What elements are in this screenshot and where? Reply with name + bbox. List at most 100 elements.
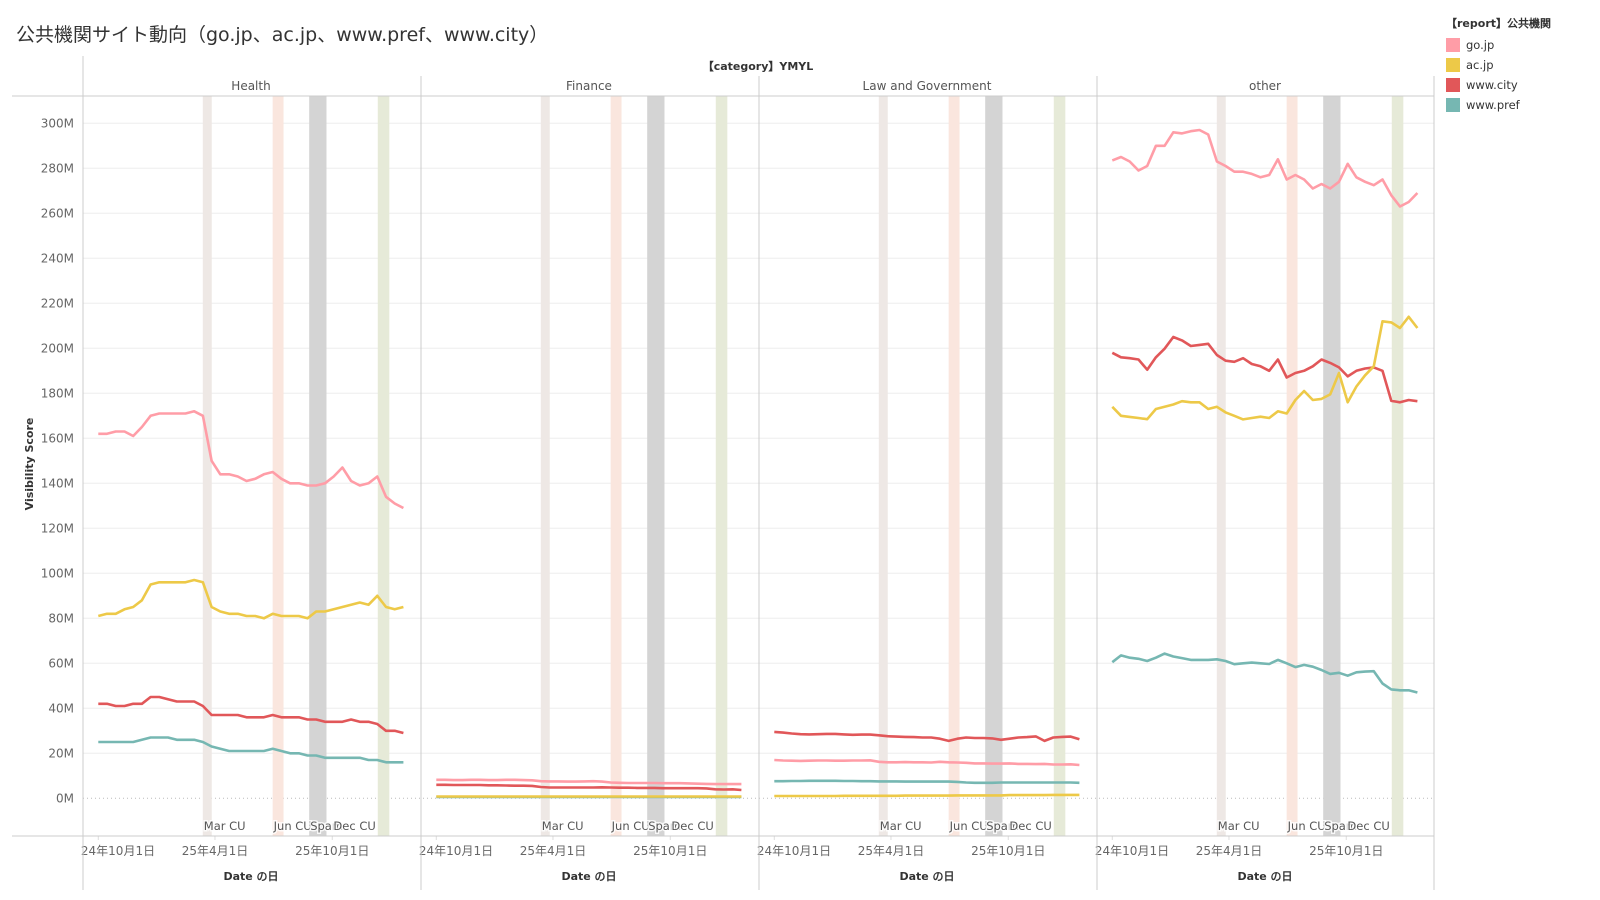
page-title: 公共機関サイト動向（go.jp、ac.jp、www.pref、www.city） [16, 24, 549, 46]
series-line-go-jp [98, 409, 404, 510]
series-line-go-jp [1111, 128, 1419, 208]
annotation-label: Jun CU [949, 819, 988, 833]
x-axis-title: Date の日 [561, 870, 616, 883]
annotation-band [985, 96, 1003, 836]
annotation-band [202, 96, 212, 836]
annotation-label: Dec CU [333, 819, 375, 833]
series-line-www-city [436, 783, 742, 792]
series-line-go-jp [774, 758, 1080, 767]
series-line-go-jp [436, 778, 742, 786]
series-line-www-pref [774, 779, 1080, 785]
legend-swatch [1446, 78, 1460, 92]
y-tick-label: 20M [48, 746, 74, 760]
annotation-band [878, 96, 888, 836]
annotation-label: Spam [310, 819, 343, 833]
legend-item-go-jp[interactable]: go.jp [1446, 35, 1551, 55]
annotation-label: Spam [986, 819, 1019, 833]
legend-label: go.jp [1466, 38, 1495, 52]
annotation-label: Spam [1324, 819, 1357, 833]
annotation-label: Dec CU [671, 819, 713, 833]
chart-area: 0M 20M 40M 60M 80M 100M 120M 140M 160M 180M 200M 22… [12, 56, 1435, 890]
y-tick-label: 120M [41, 521, 74, 535]
x-tick-label: 25年4月1日 [182, 844, 249, 858]
annotation-band [1053, 96, 1066, 836]
legend-swatch [1446, 58, 1460, 72]
panel-header-finance: Finance [566, 79, 612, 93]
y-axis-title: Visibility Score [23, 418, 36, 511]
x-tick-label: 25年10月1日 [971, 844, 1045, 858]
x-tick-label: 24年10月1日 [81, 844, 155, 858]
annotation-label: Mar CU [204, 819, 246, 833]
x-tick-label: 25年10月1日 [1309, 844, 1383, 858]
x-tick-label: 25年4月1日 [1196, 844, 1263, 858]
y-tick-label: 140M [41, 476, 74, 490]
annotation-band [1391, 96, 1404, 836]
legend-swatch [1446, 98, 1460, 112]
y-tick-label: 300M [41, 116, 74, 130]
y-tick-label: 280M [41, 161, 74, 175]
y-tick-label: 40M [48, 701, 74, 715]
annotation-band [715, 96, 728, 836]
series-line-ac-jp [1111, 315, 1419, 421]
y-tick-label: 60M [48, 656, 74, 670]
y-tick-label: 80M [48, 611, 74, 625]
annotation-label: Dec CU [1347, 819, 1389, 833]
annotation-band [1216, 96, 1226, 836]
x-tick-label: 25年10月1日 [633, 844, 707, 858]
legend: 【report】公共機関 go.jp ac.jp www.city www.pr… [1446, 15, 1551, 115]
legend-label: ac.jp [1466, 58, 1494, 72]
y-tick-label: 180M [41, 386, 74, 400]
x-tick-label: 24年10月1日 [1095, 844, 1169, 858]
x-tick-label: 25年4月1日 [520, 844, 587, 858]
legend-title: 【report】公共機関 [1446, 17, 1551, 30]
annotation-label: Jun CU [273, 819, 312, 833]
series-line-www-city [1111, 335, 1418, 404]
annotation-band [377, 96, 390, 836]
series-line-www-pref [1111, 652, 1418, 694]
y-tick-label: 100M [41, 566, 74, 580]
series-line-ac-jp [97, 578, 404, 620]
x-axis-title: Date の日 [1237, 870, 1292, 883]
annotation-label: Mar CU [1218, 819, 1260, 833]
panel-header-law-and-government: Law and Government [863, 79, 992, 93]
annotation-label: Dec CU [1009, 819, 1051, 833]
x-axis-title: Date の日 [899, 870, 954, 883]
legend-item-www-city[interactable]: www.city [1446, 75, 1551, 95]
annotation-label: Mar CU [880, 819, 922, 833]
legend-swatch [1446, 38, 1460, 52]
y-tick-label: 220M [41, 296, 74, 310]
y-tick-label: 200M [41, 341, 74, 355]
y-tick-label: 260M [41, 206, 74, 220]
annotation-label: Mar CU [542, 819, 584, 833]
annotation-band [309, 96, 327, 836]
annotation-band [1286, 96, 1298, 836]
series-line-ac-jp [774, 793, 1080, 798]
y-tick-label: 240M [41, 251, 74, 265]
annotation-label: Jun CU [1287, 819, 1326, 833]
x-tick-label: 25年4月1日 [858, 844, 925, 858]
annotation-band [647, 96, 665, 836]
series-line-www-city [98, 695, 404, 735]
legend-label: www.pref [1466, 98, 1520, 112]
series-line-www-pref [98, 736, 404, 764]
annotation-band [948, 96, 960, 836]
annotation-band [610, 96, 622, 836]
panel-header-other: other [1249, 79, 1281, 93]
annotation-label: Spam [648, 819, 681, 833]
annotation-band [1323, 96, 1341, 836]
legend-label: www.city [1466, 78, 1518, 92]
x-tick-label: 24年10月1日 [419, 844, 493, 858]
panel-header-health: Health [231, 79, 270, 93]
column-header: 【category】YMYL [703, 60, 814, 73]
x-tick-label: 24年10月1日 [757, 844, 831, 858]
annotation-band [540, 96, 550, 836]
series-line-www-city [774, 730, 1080, 743]
y-tick-label: 160M [41, 431, 74, 445]
legend-item-www-pref[interactable]: www.pref [1446, 95, 1551, 115]
annotation-band [272, 96, 284, 836]
y-tick-label: 0M [56, 791, 74, 805]
annotation-label: Jun CU [611, 819, 650, 833]
x-tick-label: 25年10月1日 [295, 844, 369, 858]
legend-item-ac-jp[interactable]: ac.jp [1446, 55, 1551, 75]
x-axis-title: Date の日 [223, 870, 278, 883]
